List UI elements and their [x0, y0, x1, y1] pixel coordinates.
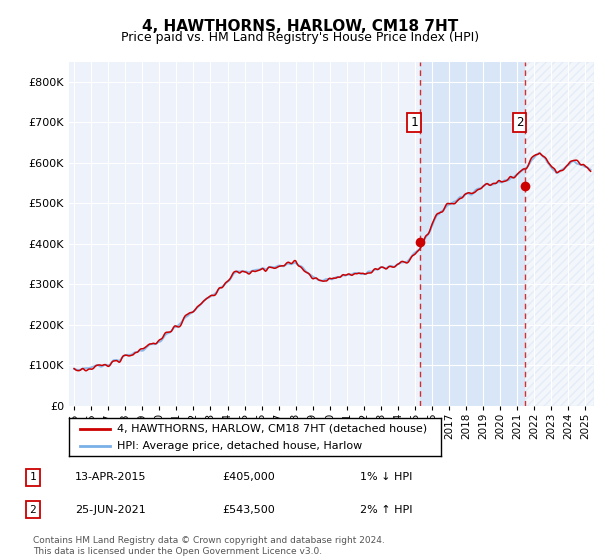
Text: 2% ↑ HPI: 2% ↑ HPI	[360, 505, 413, 515]
Text: 1: 1	[410, 116, 418, 129]
Text: 25-JUN-2021: 25-JUN-2021	[75, 505, 146, 515]
Text: 4, HAWTHORNS, HARLOW, CM18 7HT: 4, HAWTHORNS, HARLOW, CM18 7HT	[142, 20, 458, 34]
Text: Contains HM Land Registry data © Crown copyright and database right 2024.
This d: Contains HM Land Registry data © Crown c…	[33, 536, 385, 556]
Text: 1: 1	[29, 473, 37, 482]
Text: 13-APR-2015: 13-APR-2015	[75, 473, 146, 482]
Bar	[526, 62, 594, 406]
Text: 1% ↓ HPI: 1% ↓ HPI	[360, 473, 412, 482]
Text: 2: 2	[29, 505, 37, 515]
Text: 4, HAWTHORNS, HARLOW, CM18 7HT (detached house): 4, HAWTHORNS, HARLOW, CM18 7HT (detached…	[118, 424, 427, 434]
Text: Price paid vs. HM Land Registry's House Price Index (HPI): Price paid vs. HM Land Registry's House …	[121, 31, 479, 44]
Text: £405,000: £405,000	[222, 473, 275, 482]
Text: £543,500: £543,500	[222, 505, 275, 515]
Text: 2: 2	[516, 116, 523, 129]
Bar	[420, 62, 526, 406]
Text: HPI: Average price, detached house, Harlow: HPI: Average price, detached house, Harl…	[118, 441, 362, 451]
